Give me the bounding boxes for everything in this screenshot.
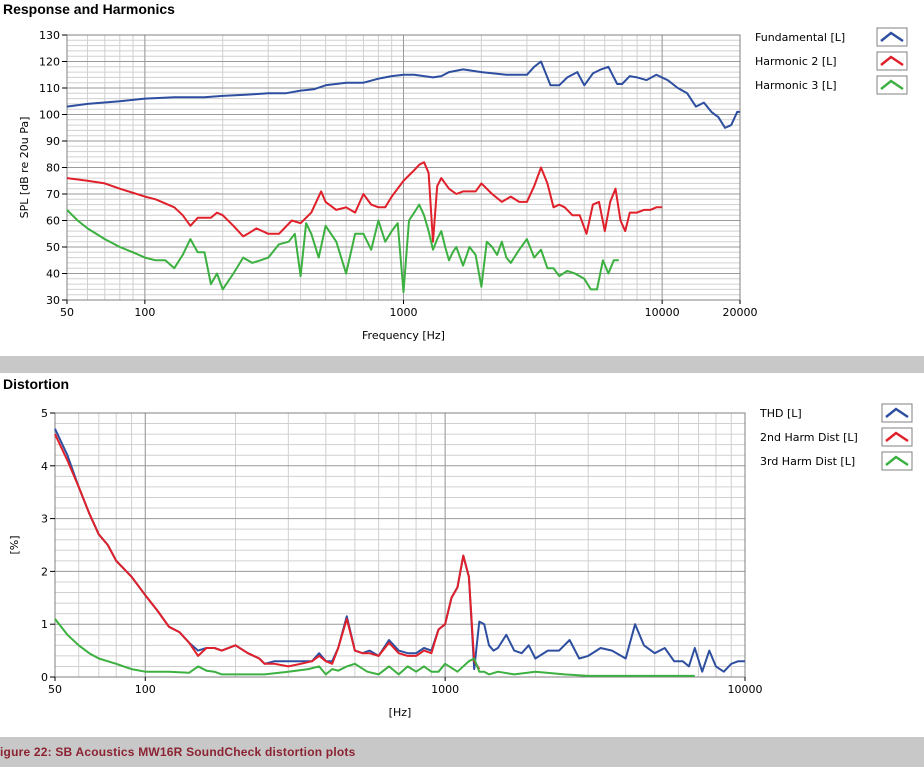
y-tick-label: 3 (41, 513, 48, 526)
y-axis-label: [%] (8, 535, 21, 554)
legend-swatch-box (876, 51, 908, 71)
y-tick-label: 70 (46, 188, 60, 201)
minor-gridlines (55, 413, 745, 677)
y-tick-label: 4 (41, 460, 48, 473)
y-tick-label: 90 (46, 135, 60, 148)
legend-swatch-line (885, 407, 909, 419)
series-line-3 (66, 203, 619, 294)
distortion-chart: 0 1 2 3 4 5 50 100 1000 10000 [Hz] [%] THD [L] 2nd Ha… (8, 403, 913, 719)
legend-label: Fundamental [L] (755, 31, 845, 44)
caption-bar (0, 737, 924, 767)
chart-title-distortion: Distortion (3, 376, 70, 392)
x-tick-label: 10000 (728, 683, 763, 696)
legend-label: 2nd Harm Dist [L] (760, 431, 858, 444)
y-tick-label: 100 (39, 109, 60, 122)
series-line-1 (66, 60, 740, 129)
series-group (54, 428, 745, 677)
figure-caption: igure 22: SB Acoustics MW16R SoundCheck … (0, 745, 356, 759)
legend-swatch-box (881, 403, 913, 423)
y-tick-label: 2 (41, 565, 48, 578)
legend: THD [L] 2nd Harm Dist [L] 3rd Harm Dist [L… (759, 403, 913, 471)
legend-swatch-line (880, 31, 904, 43)
y-tick-label: 80 (46, 162, 60, 175)
legend-swatch-line (880, 79, 904, 91)
response-harmonics-chart: 30 40 50 60 70 80 90 100 110 120 130 50 100 1000 10000… (18, 27, 908, 342)
panel-separator (0, 356, 924, 373)
series-line-3 (54, 618, 695, 677)
y-tick-label: 120 (39, 56, 60, 69)
x-tick-label: 10000 (645, 306, 680, 319)
x-tick-label: 100 (134, 306, 155, 319)
x-tick-label: 1000 (431, 683, 459, 696)
y-tick-label: 50 (46, 241, 60, 254)
y-tick-label: 0 (41, 671, 48, 684)
x-axis-label: [Hz] (389, 706, 412, 719)
x-tick-label: 50 (48, 683, 62, 696)
legend: Fundamental [L] Harmonic 2 [L] Harmonic 3 … (755, 27, 908, 95)
y-tick-label: 1 (41, 618, 48, 631)
legend-swatch-box (881, 451, 913, 471)
y-tick-label: 60 (46, 215, 60, 228)
x-tick-label: 50 (60, 306, 74, 319)
x-tick-label: 100 (135, 683, 156, 696)
legend-label: Harmonic 3 [L] (755, 79, 837, 92)
legend-swatch-box (876, 75, 908, 95)
x-axis-label: Frequency [Hz] (362, 329, 445, 342)
legend-label: 3rd Harm Dist [L] (760, 455, 855, 468)
chart-title-response: Response and Harmonics (3, 1, 175, 17)
y-tick-label: 5 (41, 407, 48, 420)
plot-frame (54, 412, 746, 678)
legend-swatch-box (881, 427, 913, 447)
series-line-2 (54, 433, 481, 670)
series-group (66, 60, 740, 294)
legend-swatch-line (885, 431, 909, 443)
legend-swatch-line (885, 455, 909, 467)
y-tick-label: 40 (46, 268, 60, 281)
legend-label: THD [L] (759, 407, 802, 420)
legend-swatch-box (876, 27, 908, 47)
x-tick-label: 20000 (723, 306, 758, 319)
series-line-2 (66, 161, 663, 243)
y-axis-label: SPL [dB re 20u Pa] (18, 117, 31, 219)
y-tick-label: 130 (39, 29, 60, 42)
y-tick-label: 110 (39, 82, 60, 95)
legend-swatch-line (880, 55, 904, 67)
legend-label: Harmonic 2 [L] (755, 55, 837, 68)
y-tick-label: 30 (46, 294, 60, 307)
x-tick-label: 1000 (390, 306, 418, 319)
